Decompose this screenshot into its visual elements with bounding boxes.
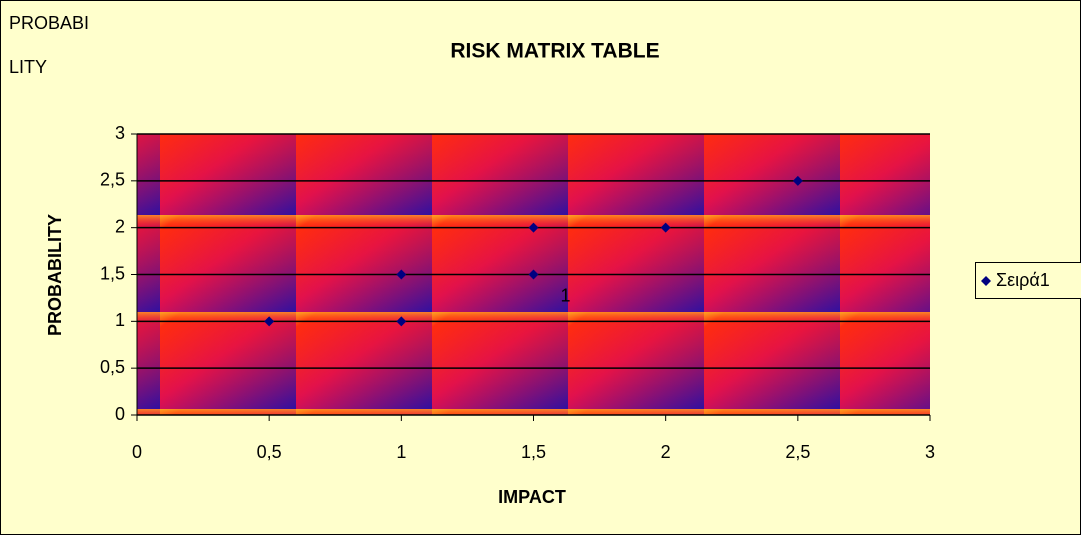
y-axis-label: PROBABILITY [45, 214, 65, 336]
y-tick-label: 0,5 [100, 357, 125, 377]
x-tick-label: 1,5 [521, 442, 546, 462]
corner-label: LITY [9, 57, 47, 77]
x-axis-label: IMPACT [498, 487, 566, 507]
legend-label: Σειρά1 [996, 270, 1050, 290]
annotation: 1 [560, 285, 570, 305]
x-tick-label: 3 [925, 442, 935, 462]
y-tick-label: 2 [115, 216, 125, 236]
corner-label: PROBABI [9, 13, 89, 33]
legend: Σειρά1 [976, 263, 1081, 299]
y-tick-label: 1 [115, 310, 125, 330]
y-tick-label: 2,5 [100, 170, 125, 190]
y-tick-label: 1,5 [100, 263, 125, 283]
x-tick-label: 2 [661, 442, 671, 462]
chart-title: RISK MATRIX TABLE [450, 40, 659, 63]
y-tick-label: 0 [115, 404, 125, 424]
x-tick-label: 2,5 [785, 442, 810, 462]
x-tick-label: 0,5 [257, 442, 282, 462]
y-tick-label: 3 [115, 123, 125, 143]
chart: PROBABI LITY RISK MATRIX TABLE IMPACT PR… [0, 0, 1081, 535]
x-tick-label: 1 [396, 442, 406, 462]
x-tick-label: 0 [132, 442, 142, 462]
